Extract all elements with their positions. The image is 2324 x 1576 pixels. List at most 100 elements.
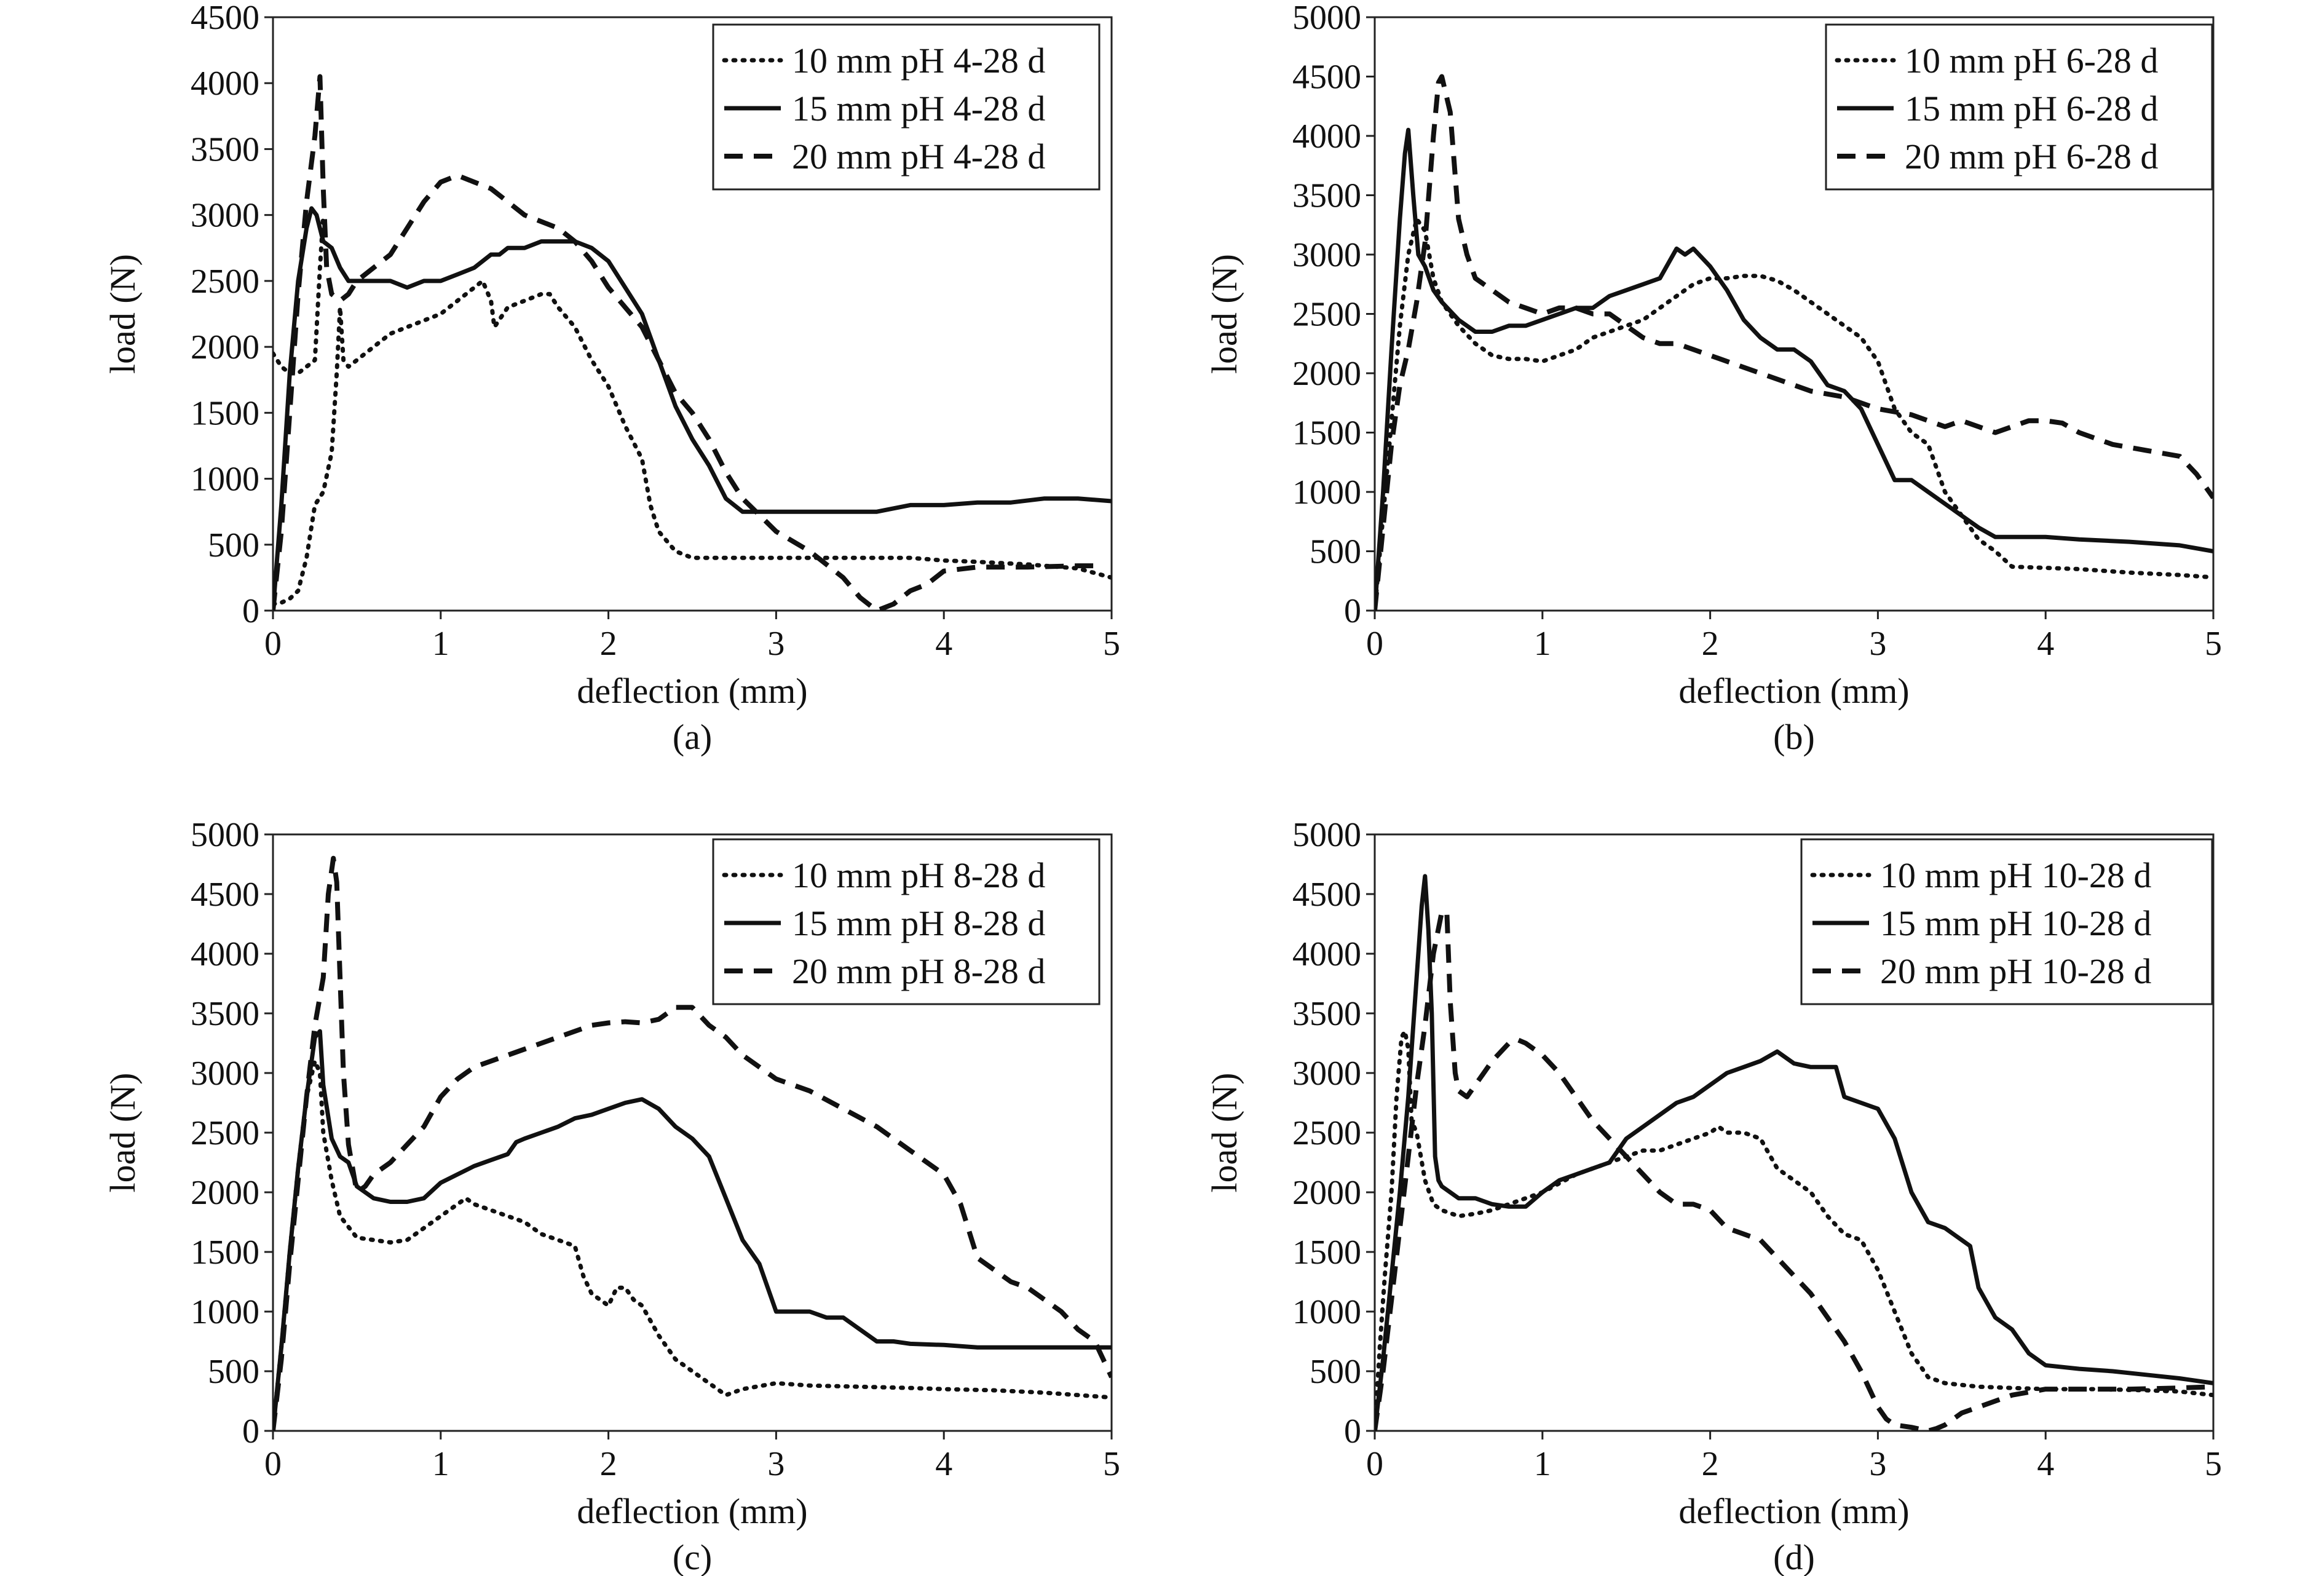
x-tick-label: 5 — [1103, 625, 1120, 663]
legend-label: 10 mm pH 8-28 d — [792, 855, 1045, 895]
x-tick-label: 3 — [1869, 1445, 1886, 1483]
legend-label: 20 mm pH 4-28 d — [792, 137, 1045, 176]
series-line-dashed — [1375, 74, 2213, 611]
legend: 10 mm pH 8-28 d 15 mm pH 8-28 d 20 mm pH 8… — [712, 838, 1101, 1005]
legend-label: 20 mm pH 8-28 d — [792, 951, 1045, 991]
legend-label: 10 mm pH 6-28 d — [1905, 41, 2158, 81]
series-line-dashed — [1375, 909, 2213, 1431]
panel-caption: (a) — [673, 717, 712, 757]
panel-b: 0 1 2 3 4 5 0 500 1000 1500 2000 2500 3000 3500 4000 45… — [1204, 0, 2222, 757]
x-tick-label: 0 — [1366, 625, 1383, 663]
x-tick-label: 2 — [600, 625, 617, 663]
y-tick-label: 0 — [242, 592, 259, 630]
y-tick-label: 3000 — [191, 1055, 259, 1093]
y-tick-label: 4000 — [191, 935, 259, 973]
x-tick-label: 5 — [2205, 1445, 2222, 1483]
y-tick-label: 1500 — [1292, 1233, 1361, 1272]
x-tick-label: 3 — [767, 625, 785, 663]
x-tick-label: 0 — [264, 625, 282, 663]
y-tick-label: 3500 — [191, 995, 259, 1033]
x-tick-label: 4 — [2037, 625, 2054, 663]
series-line-dotted — [1375, 216, 2213, 611]
series-line-dotted-secondary — [273, 213, 326, 376]
plot-area-frame — [272, 16, 1113, 612]
y-tick-label: 1000 — [191, 1293, 259, 1331]
y-tick-label: 500 — [208, 1353, 259, 1391]
x-tick-label: 1 — [432, 1445, 449, 1483]
x-tick-label: 1 — [1534, 1445, 1551, 1483]
panel-d: 0 1 2 3 4 5 0 500 1000 1500 2000 2500 3000 3500 4000 45… — [1204, 816, 2222, 1576]
y-tick-label: 2500 — [1292, 1114, 1361, 1152]
y-tick-label: 3500 — [1292, 177, 1361, 215]
y-tick-label: 4500 — [191, 876, 259, 914]
x-tick-label: 2 — [600, 1445, 617, 1483]
x-tick-label: 3 — [767, 1445, 785, 1483]
panel-c: 0 1 2 3 4 5 0 500 1000 1500 2000 2500 3000 3500 4000 45… — [103, 816, 1120, 1576]
y-tick-label: 4500 — [1292, 876, 1361, 914]
y-tick-label: 3000 — [191, 197, 259, 235]
y-axis-title: load (N) — [1204, 254, 1244, 374]
x-tick-label: 4 — [935, 1445, 952, 1483]
y-axis-title: load (N) — [1204, 1073, 1244, 1193]
y-tick-label: 2500 — [191, 263, 259, 301]
legend: 10 mm pH 10-28 d 15 mm pH 10-28 d 20 mm pH… — [1800, 838, 2213, 1005]
x-tick-label: 0 — [1366, 1445, 1383, 1483]
y-tick-label: 5000 — [1292, 816, 1361, 854]
y-tick-label: 2500 — [1292, 296, 1361, 334]
y-tick-label: 1000 — [191, 461, 259, 499]
x-tick-label: 5 — [2205, 625, 2222, 663]
x-tick-label: 0 — [264, 1445, 282, 1483]
y-tick-label: 2500 — [191, 1114, 259, 1152]
series-line-dashed — [273, 855, 1112, 1431]
legend-label: 10 mm pH 10-28 d — [1880, 855, 2151, 895]
panel-caption: (c) — [673, 1537, 712, 1576]
y-tick-label: 500 — [1310, 1353, 1361, 1391]
x-axis-title: deflection (mm) — [577, 1491, 807, 1531]
y-tick-label: 3500 — [1292, 995, 1361, 1033]
y-tick-label: 1500 — [191, 1233, 259, 1272]
y-axis-title: load (N) — [103, 254, 143, 374]
legend-label: 20 mm pH 10-28 d — [1880, 951, 2151, 991]
y-tick-label: 0 — [242, 1412, 259, 1451]
y-tick-label: 4000 — [1292, 935, 1361, 973]
y-axis-title: load (N) — [103, 1073, 143, 1193]
y-tick-label: 1000 — [1292, 473, 1361, 512]
x-axis-title: deflection (mm) — [1678, 671, 1909, 711]
y-tick-label: 1500 — [1292, 414, 1361, 453]
y-tick-label: 0 — [1344, 1412, 1361, 1451]
legend-label: 15 mm pH 4-28 d — [792, 89, 1045, 129]
y-tick-label: 0 — [1344, 592, 1361, 630]
panel-caption: (b) — [1773, 717, 1815, 757]
y-tick-label: 4000 — [191, 65, 259, 103]
y-tick-label: 2000 — [191, 328, 259, 366]
series-line-dotted — [273, 1059, 1112, 1431]
x-tick-label: 3 — [1869, 625, 1886, 663]
y-tick-label: 2000 — [1292, 1174, 1361, 1212]
y-tick-label: 4500 — [1292, 58, 1361, 97]
y-tick-label: 1000 — [1292, 1293, 1361, 1331]
y-tick-label: 3500 — [191, 130, 259, 168]
y-tick-label: 4000 — [1292, 117, 1361, 156]
legend-label: 15 mm pH 8-28 d — [792, 903, 1045, 943]
x-tick-label: 2 — [1702, 1445, 1719, 1483]
series-line-solid — [1375, 127, 2213, 611]
legend-label: 20 mm pH 6-28 d — [1905, 137, 2158, 176]
series-line-dotted — [273, 279, 1112, 606]
x-tick-label: 5 — [1103, 1445, 1120, 1483]
y-tick-label: 2000 — [1292, 355, 1361, 393]
y-tick-label: 4500 — [191, 0, 259, 37]
legend-label: 15 mm pH 6-28 d — [1905, 89, 2158, 129]
x-axis-title: deflection (mm) — [577, 671, 807, 711]
series-line-solid — [1375, 874, 2213, 1431]
legend-label: 10 mm pH 4-28 d — [792, 41, 1045, 81]
x-tick-label: 4 — [2037, 1445, 2054, 1483]
panel-a: 0 1 2 3 4 5 0 500 1000 1500 2000 2500 3000 3500 4000 45… — [103, 0, 1120, 757]
x-tick-label: 1 — [1534, 625, 1551, 663]
legend: 10 mm pH 4-28 d 15 mm pH 4-28 d 20 mm pH 4… — [712, 23, 1101, 191]
panel-caption: (d) — [1773, 1537, 1815, 1576]
x-tick-label: 4 — [935, 625, 952, 663]
y-tick-label: 5000 — [1292, 0, 1361, 37]
y-tick-label: 3000 — [1292, 1055, 1361, 1093]
y-tick-label: 500 — [208, 526, 259, 564]
